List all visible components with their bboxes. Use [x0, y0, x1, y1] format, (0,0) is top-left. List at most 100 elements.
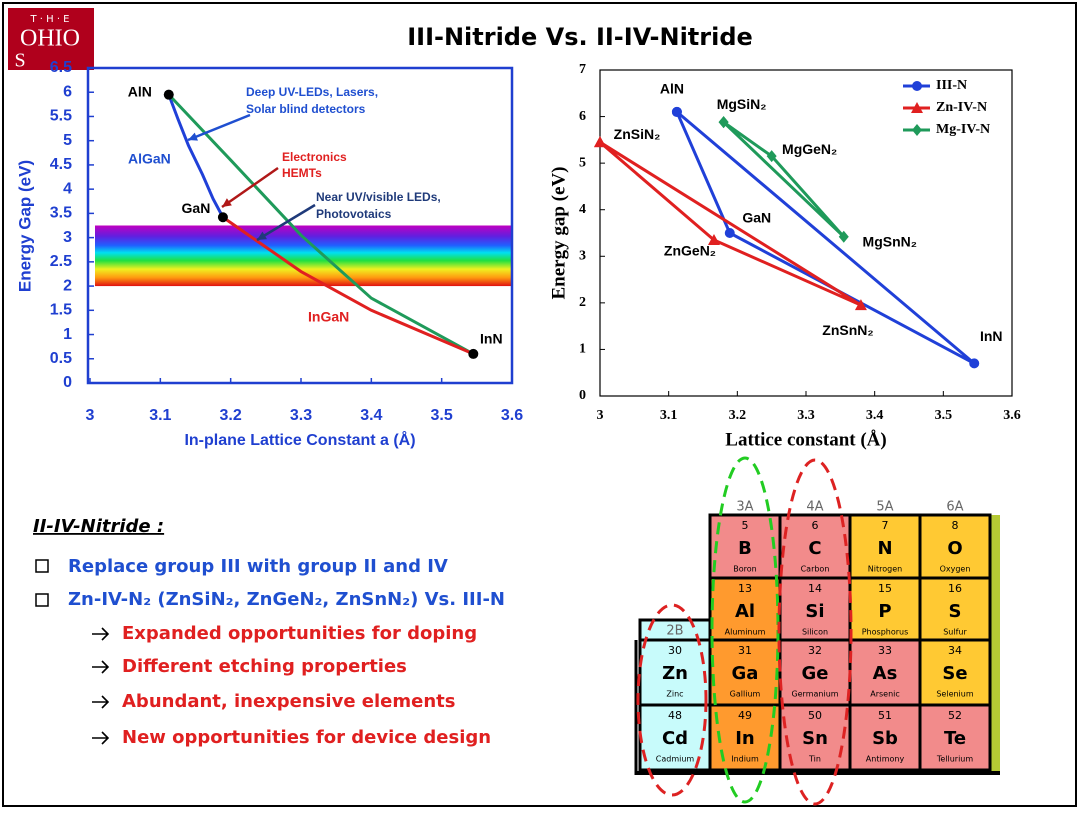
element-name: Cadmium	[656, 755, 695, 764]
legend-label: Mg-IV-N	[936, 122, 990, 137]
checkbox	[35, 593, 49, 607]
element-name: Phosphorus	[862, 628, 909, 637]
series-line	[167, 94, 225, 218]
element-cell	[848, 703, 922, 772]
y-tick-label: 1	[63, 326, 72, 343]
point-label: GaN	[742, 210, 771, 226]
element-symbol: As	[873, 663, 898, 684]
y-tick-label: 6	[63, 83, 72, 100]
x-tick-label: 3	[86, 407, 95, 424]
arrow	[92, 731, 110, 745]
element-name: Germanium	[791, 690, 838, 699]
element-symbol: Zn	[662, 663, 688, 684]
plot-frame	[599, 69, 1013, 397]
x-tick-label: 3.6	[501, 407, 523, 424]
arrow-head	[188, 132, 198, 141]
group-label: 4A	[806, 500, 823, 515]
sub-bullet: Expanded opportunities for doping	[122, 623, 477, 644]
element-symbol: Si	[805, 601, 824, 622]
group-label: 3A	[736, 500, 753, 515]
element-number: 51	[878, 709, 892, 722]
element-symbol: N	[877, 538, 892, 559]
element-name: Boron	[733, 565, 756, 574]
table-edge	[990, 515, 1000, 773]
marker	[766, 150, 777, 163]
y-tick-label: 0	[63, 374, 72, 391]
y-tick-label: 1.5	[50, 302, 72, 319]
element-symbol: Se	[942, 663, 967, 684]
y-axis-title: Energy gap (eV)	[548, 167, 569, 300]
y-tick-label: 0	[579, 388, 586, 403]
x-tick-label: 3.5	[935, 408, 953, 423]
arrow	[92, 695, 110, 709]
sub-bullet: Different etching properties	[122, 656, 407, 677]
marker	[838, 230, 849, 243]
element-symbol: Ge	[802, 663, 829, 684]
y-tick-label: 5.5	[50, 108, 72, 125]
annotation-arrow	[221, 166, 279, 209]
element-cell	[918, 703, 992, 772]
y-tick-label: 1	[579, 342, 586, 357]
plot-frame	[86, 66, 514, 385]
highlight-ellipse	[636, 603, 708, 797]
element-number: 13	[738, 582, 752, 595]
x-axis-title: In-plane Lattice Constant a (Å)	[184, 430, 415, 449]
y-tick-label: 7	[579, 62, 586, 77]
slide-title: III-Nitride Vs. II-IV-Nitride	[407, 23, 753, 51]
logo-top: T · H · E	[29, 14, 69, 25]
point-label: MgSnN₂	[863, 233, 917, 249]
element-cell	[708, 638, 782, 707]
y-axis-title: Energy Gap (eV)	[15, 160, 34, 292]
point-label: AlN	[128, 83, 152, 99]
series-line	[722, 120, 845, 238]
y-tick-label: 5	[63, 132, 72, 149]
annotation: Deep UV-LEDs, Lasers,	[246, 85, 378, 99]
point	[163, 89, 174, 100]
sub-bullet: Abundant, inexpensive elements	[122, 691, 455, 712]
bullets-heading: II-IV-Nitride :	[33, 516, 164, 537]
highlight-ellipse	[777, 458, 853, 806]
x-tick-label: 3.3	[290, 407, 312, 424]
arrow-head	[257, 231, 267, 240]
legend-label: III-N	[936, 78, 967, 93]
annotation: AlGaN	[128, 151, 171, 167]
x-tick-label: 3.4	[866, 408, 884, 423]
x-tick-label: 3.3	[797, 408, 815, 423]
marker	[724, 228, 735, 238]
series-line	[222, 216, 474, 356]
y-tick-label: 4	[579, 202, 586, 217]
element-name: Carbon	[801, 565, 830, 574]
y-tick-label: 2	[63, 277, 72, 294]
group-label: 6A	[946, 500, 963, 515]
element-symbol: P	[878, 601, 891, 622]
element-symbol: C	[808, 538, 821, 559]
y-tick-label: 4	[63, 180, 72, 197]
series-line	[167, 93, 475, 356]
chart1-annotations: Deep UV-LEDs, Lasers, Solar blind detect…	[128, 85, 441, 325]
y-tick-label: 6.5	[50, 59, 72, 76]
element-name: Zinc	[666, 690, 683, 699]
element-name: Gallium	[730, 690, 761, 699]
x-tick-label: 3.5	[431, 407, 453, 424]
point	[217, 212, 228, 223]
marker	[707, 233, 720, 245]
element-cell	[708, 513, 782, 580]
element-number: 52	[948, 709, 962, 722]
element-symbol: Cd	[662, 728, 688, 749]
periodic-table: 5 B Boron 6 C Carbon 7 N Nitrogen 8 O Oxygen 13 Al Alu…	[634, 456, 1000, 806]
arrow-head	[222, 198, 232, 207]
legend-label: Zn-IV-N	[936, 100, 987, 115]
annotation-arrow	[187, 113, 251, 142]
marker	[594, 136, 606, 148]
element-symbol: In	[735, 728, 755, 749]
element-number: 7	[882, 519, 889, 532]
spectrum-band	[95, 225, 512, 287]
y-tick-label: 2.5	[50, 253, 72, 270]
annotation: HEMTs	[282, 166, 322, 180]
element-number: 8	[952, 519, 959, 532]
point-label: ZnGeN₂	[664, 243, 716, 259]
marker	[912, 81, 922, 91]
element-number: 5	[742, 519, 749, 532]
element-name: Nitrogen	[868, 565, 902, 574]
annotation: Electronics	[282, 150, 347, 164]
